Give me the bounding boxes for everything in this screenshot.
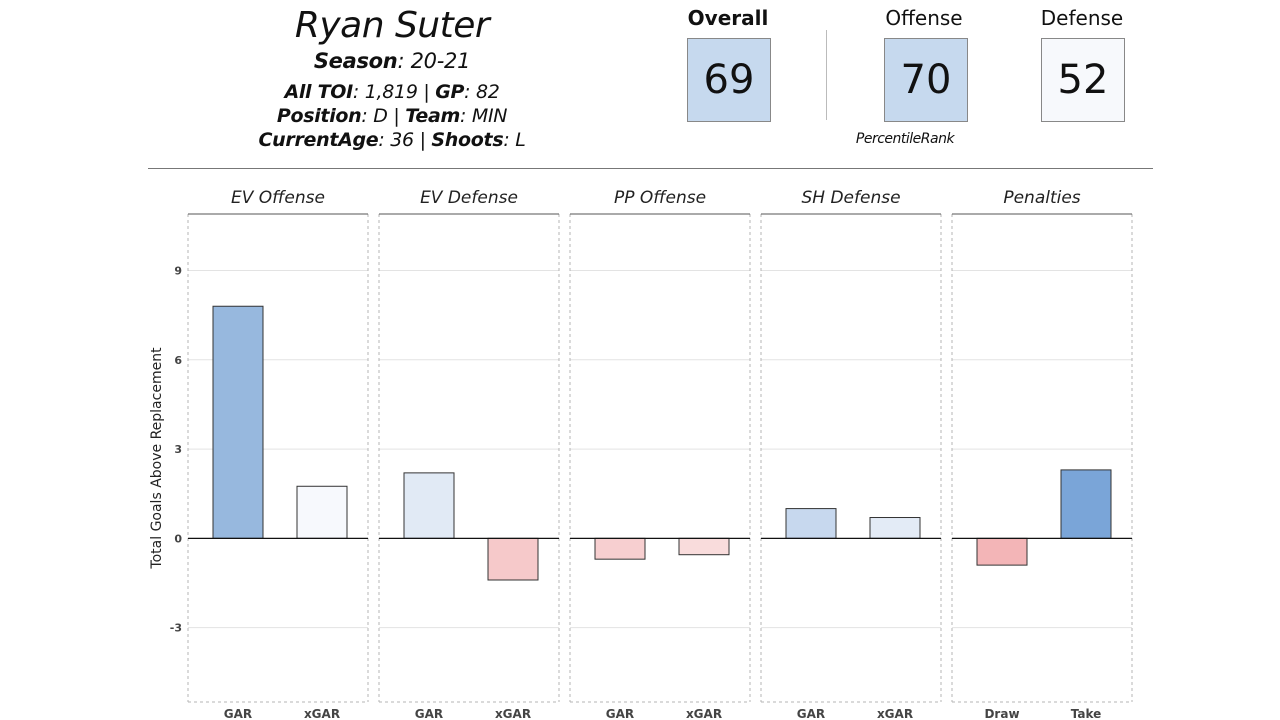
bar <box>296 485 348 539</box>
panel-title: EV Defense <box>420 188 518 208</box>
x-tick-label: xGAR <box>877 707 913 720</box>
bar <box>869 517 921 539</box>
age-line: CurrentAge: 36 | Shoots: L <box>258 129 526 151</box>
season-label: Season <box>313 49 398 73</box>
bar <box>212 305 264 539</box>
position-label: Position <box>276 105 362 127</box>
gp-value: 82 <box>475 81 500 103</box>
y-tick-label: 9 <box>174 265 182 278</box>
x-tick-label: GAR <box>797 707 825 720</box>
toi-line: All TOI: 1,819 | GP: 82 <box>284 81 500 103</box>
offense-rating: Offense <box>864 6 984 30</box>
x-tick-label: xGAR <box>495 707 531 720</box>
team-label: Team <box>405 105 461 127</box>
bar <box>678 537 730 556</box>
bar <box>1060 469 1112 539</box>
bar <box>785 508 837 539</box>
overall-rating: Overall <box>668 6 788 30</box>
y-axis-label: Total Goals Above Replacement <box>149 347 165 570</box>
header-divider <box>148 168 1153 169</box>
y-tick-label: 3 <box>174 443 182 456</box>
shoots-label: Shoots <box>431 129 504 151</box>
season-line: Season: 20-21 <box>313 49 471 73</box>
position-value: D <box>373 105 388 127</box>
offense-label: Offense <box>885 6 963 30</box>
x-tick-label: GAR <box>224 707 252 720</box>
toi-value: 1,819 <box>364 81 418 103</box>
position-line: Position: D | Team: MIN <box>276 105 508 127</box>
x-tick-label: xGAR <box>304 707 340 720</box>
panel-title: SH Defense <box>801 188 900 208</box>
y-tick-label: 6 <box>174 354 182 367</box>
player-name: Ryan Suter <box>294 5 490 46</box>
x-tick-label: GAR <box>415 707 443 720</box>
y-tick-label: -3 <box>170 622 182 635</box>
shoots-value: L <box>515 129 526 151</box>
rating-divider <box>826 30 827 120</box>
defense-value-box: 52 <box>1041 38 1125 122</box>
bar <box>594 537 646 560</box>
gp-label: GP <box>435 81 465 103</box>
x-tick-label: xGAR <box>686 707 722 720</box>
overall-value-box: 69 <box>687 38 771 122</box>
player-info: Ryan Suter Season: 20-21 All TOI: 1,819 … <box>232 4 552 152</box>
defense-rating: Defense <box>1022 6 1142 30</box>
panel-title: Penalties <box>1003 188 1080 208</box>
percentile-rank-note: PercentileRank <box>855 131 955 147</box>
age-value: 36 <box>390 129 414 151</box>
toi-label: All TOI <box>284 81 353 103</box>
x-tick-label: GAR <box>606 707 634 720</box>
y-tick-label: 0 <box>174 532 182 545</box>
panel-title: EV Offense <box>231 188 325 208</box>
offense-value-box: 70 <box>884 38 968 122</box>
age-label: CurrentAge <box>258 129 379 151</box>
team-value: MIN <box>471 105 508 127</box>
overall-label: Overall <box>687 6 769 30</box>
x-tick-label: Take <box>1071 707 1102 720</box>
season-value: 20-21 <box>410 49 471 73</box>
panel-title: PP Offense <box>614 188 706 208</box>
bar <box>487 537 539 581</box>
bar <box>976 537 1028 566</box>
defense-label: Defense <box>1040 6 1124 30</box>
x-tick-label: Draw <box>984 707 1019 720</box>
bar <box>403 472 455 539</box>
